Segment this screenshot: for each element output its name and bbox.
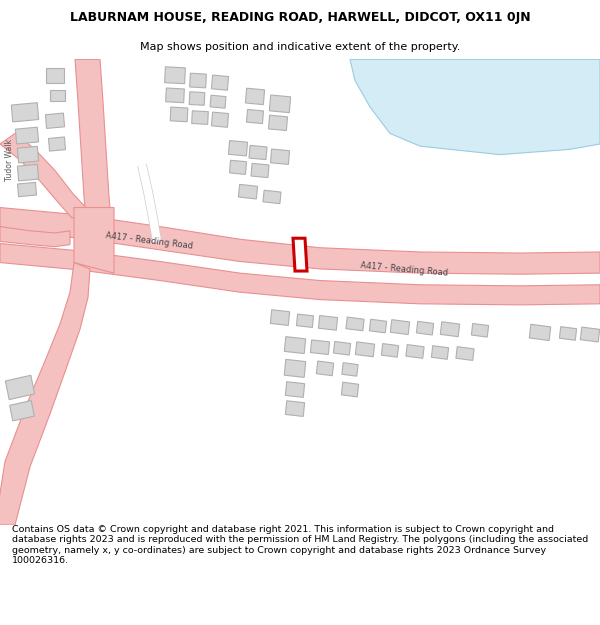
Polygon shape — [271, 149, 290, 164]
Polygon shape — [164, 67, 185, 84]
Polygon shape — [170, 107, 188, 122]
Polygon shape — [191, 111, 208, 124]
Polygon shape — [249, 146, 267, 159]
Polygon shape — [190, 73, 206, 88]
Polygon shape — [247, 109, 263, 124]
Polygon shape — [17, 164, 38, 181]
Polygon shape — [189, 92, 205, 105]
Polygon shape — [341, 382, 359, 397]
Polygon shape — [382, 344, 398, 357]
Text: LABURNAM HOUSE, READING ROAD, HARWELL, DIDCOT, OX11 0JN: LABURNAM HOUSE, READING ROAD, HARWELL, D… — [70, 11, 530, 24]
Text: A417 - Reading Road: A417 - Reading Road — [360, 261, 448, 278]
Polygon shape — [284, 359, 306, 378]
Polygon shape — [245, 88, 265, 104]
Polygon shape — [75, 59, 111, 218]
Polygon shape — [0, 208, 600, 274]
Polygon shape — [529, 324, 551, 341]
Polygon shape — [211, 112, 229, 128]
Polygon shape — [5, 375, 35, 399]
Polygon shape — [230, 160, 247, 174]
Polygon shape — [286, 401, 305, 416]
Polygon shape — [286, 382, 305, 398]
Text: A417 - Reading Road: A417 - Reading Road — [105, 231, 193, 251]
Polygon shape — [296, 314, 314, 328]
Polygon shape — [431, 346, 449, 359]
Polygon shape — [17, 146, 38, 163]
Polygon shape — [211, 75, 229, 90]
Polygon shape — [580, 327, 599, 342]
Polygon shape — [229, 141, 248, 156]
Polygon shape — [268, 115, 287, 131]
Polygon shape — [406, 344, 424, 358]
Polygon shape — [269, 95, 290, 112]
Polygon shape — [346, 317, 364, 331]
Polygon shape — [74, 208, 114, 273]
Polygon shape — [263, 190, 281, 204]
Polygon shape — [334, 341, 350, 355]
Polygon shape — [166, 88, 184, 102]
Polygon shape — [11, 102, 38, 122]
Polygon shape — [49, 89, 65, 101]
Polygon shape — [46, 113, 65, 128]
Polygon shape — [251, 163, 269, 177]
Polygon shape — [559, 327, 577, 340]
Text: Contains OS data © Crown copyright and database right 2021. This information is : Contains OS data © Crown copyright and d… — [12, 525, 588, 565]
Polygon shape — [342, 362, 358, 376]
Polygon shape — [440, 322, 460, 337]
Polygon shape — [0, 227, 70, 247]
Polygon shape — [17, 182, 37, 197]
Polygon shape — [319, 316, 338, 330]
Polygon shape — [0, 262, 90, 525]
Polygon shape — [293, 238, 307, 271]
Polygon shape — [210, 95, 226, 108]
Polygon shape — [355, 342, 374, 357]
Polygon shape — [456, 347, 474, 361]
Polygon shape — [0, 134, 88, 218]
Polygon shape — [238, 184, 257, 199]
Polygon shape — [16, 127, 38, 144]
Polygon shape — [310, 340, 329, 354]
Polygon shape — [416, 321, 434, 335]
Text: Map shows position and indicative extent of the property.: Map shows position and indicative extent… — [140, 42, 460, 52]
Polygon shape — [271, 310, 290, 326]
Polygon shape — [472, 324, 488, 337]
Polygon shape — [350, 59, 600, 154]
Polygon shape — [46, 68, 64, 82]
Polygon shape — [49, 137, 65, 151]
Text: Tudor Walk: Tudor Walk — [5, 139, 14, 181]
Polygon shape — [0, 244, 600, 305]
Polygon shape — [391, 319, 410, 334]
Polygon shape — [316, 361, 334, 376]
Polygon shape — [370, 319, 386, 333]
Polygon shape — [284, 337, 305, 354]
Polygon shape — [10, 401, 34, 421]
